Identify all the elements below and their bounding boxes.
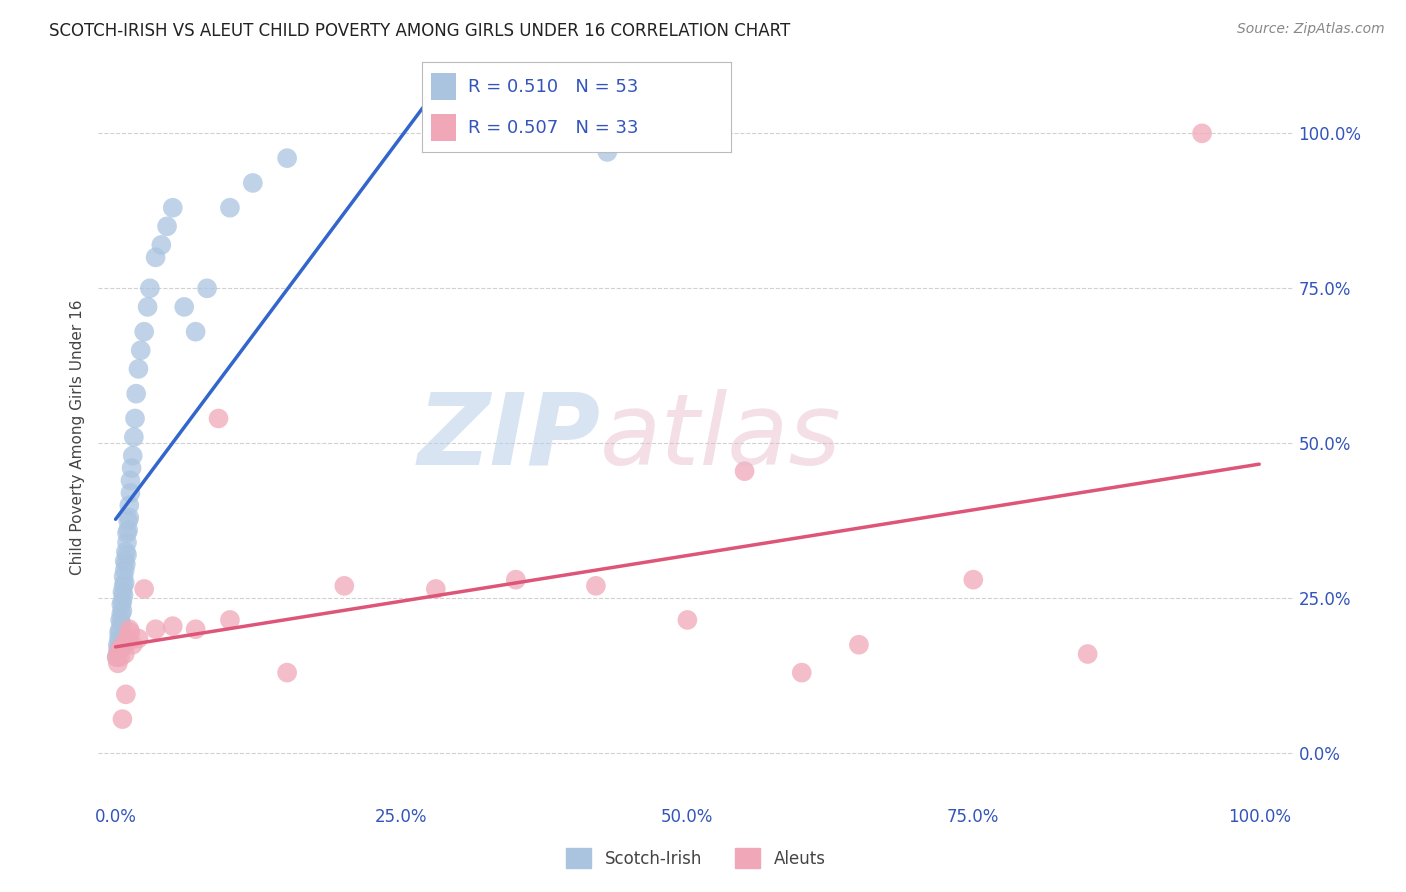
Point [596, 145, 619, 159]
Text: Source: ZipAtlas.com: Source: ZipAtlas.com [1237, 22, 1385, 37]
Point [139, 281, 162, 295]
Point [111, 712, 134, 726]
Point [127, 362, 149, 376]
Point [120, 625, 142, 640]
Point [162, 619, 184, 633]
Text: R = 0.507   N = 33: R = 0.507 N = 33 [468, 119, 638, 136]
Point [136, 300, 159, 314]
Point [115, 545, 138, 559]
Point [114, 554, 136, 568]
Point [105, 650, 128, 665]
Point [207, 411, 229, 425]
Text: SCOTCH-IRISH VS ALEUT CHILD POVERTY AMONG GIRLS UNDER 16 CORRELATION CHART: SCOTCH-IRISH VS ALEUT CHILD POVERTY AMON… [49, 22, 790, 40]
Point [134, 582, 156, 596]
Point [219, 201, 242, 215]
Point [173, 300, 195, 314]
Point [162, 201, 184, 215]
Point [134, 325, 156, 339]
Point [108, 613, 131, 627]
Point [110, 615, 132, 630]
Point [112, 588, 135, 602]
Point [110, 598, 132, 612]
Point [111, 594, 134, 608]
Point [848, 638, 870, 652]
Point [145, 250, 167, 264]
Point [585, 579, 607, 593]
Point [108, 640, 131, 655]
Point [150, 238, 173, 252]
Point [1077, 647, 1099, 661]
Point [118, 498, 141, 512]
Point [115, 687, 138, 701]
Point [120, 474, 142, 488]
Point [121, 638, 143, 652]
Point [790, 665, 813, 680]
Point [107, 638, 129, 652]
Point [108, 622, 131, 636]
Point [115, 535, 138, 549]
Point [219, 613, 242, 627]
Point [122, 430, 145, 444]
Point [962, 573, 984, 587]
Point [117, 514, 139, 528]
Point [115, 526, 138, 541]
Point [276, 665, 298, 680]
Y-axis label: Child Poverty Among Girls Under 16: Child Poverty Among Girls Under 16 [69, 300, 84, 574]
Point [195, 281, 218, 295]
Point [115, 557, 138, 571]
Point [121, 449, 143, 463]
Point [125, 386, 148, 401]
Point [129, 343, 152, 358]
Text: ZIP: ZIP [418, 389, 600, 485]
Point [1191, 126, 1213, 140]
Text: R = 0.510   N = 53: R = 0.510 N = 53 [468, 78, 638, 95]
Point [108, 632, 131, 646]
Point [333, 579, 356, 593]
Point [184, 622, 207, 636]
Point [111, 604, 134, 618]
Legend: Scotch-Irish, Aleuts: Scotch-Irish, Aleuts [560, 841, 832, 875]
Point [108, 650, 131, 665]
Point [112, 569, 135, 583]
Point [112, 579, 135, 593]
FancyBboxPatch shape [432, 114, 456, 141]
Point [111, 585, 134, 599]
Point [108, 644, 131, 658]
Point [114, 575, 136, 590]
FancyBboxPatch shape [432, 73, 456, 100]
Point [115, 548, 138, 562]
Point [112, 638, 135, 652]
Point [184, 325, 207, 339]
Point [124, 411, 146, 425]
Point [425, 582, 447, 596]
Point [108, 634, 131, 648]
Point [120, 486, 142, 500]
Point [117, 523, 139, 537]
Point [121, 461, 143, 475]
Point [110, 607, 132, 621]
Text: atlas: atlas [600, 389, 842, 485]
Point [105, 650, 128, 665]
Point [127, 632, 149, 646]
Point [505, 573, 527, 587]
Point [108, 625, 131, 640]
Point [114, 647, 136, 661]
Point [107, 657, 129, 671]
Point [118, 622, 141, 636]
Point [107, 644, 129, 658]
Point [118, 510, 141, 524]
Point [114, 563, 136, 577]
Point [117, 634, 139, 648]
Point [242, 176, 264, 190]
Point [115, 632, 138, 646]
Point [110, 640, 132, 655]
Point [734, 464, 756, 478]
Point [156, 219, 179, 234]
Point [145, 622, 167, 636]
Point [676, 613, 699, 627]
Point [276, 151, 298, 165]
